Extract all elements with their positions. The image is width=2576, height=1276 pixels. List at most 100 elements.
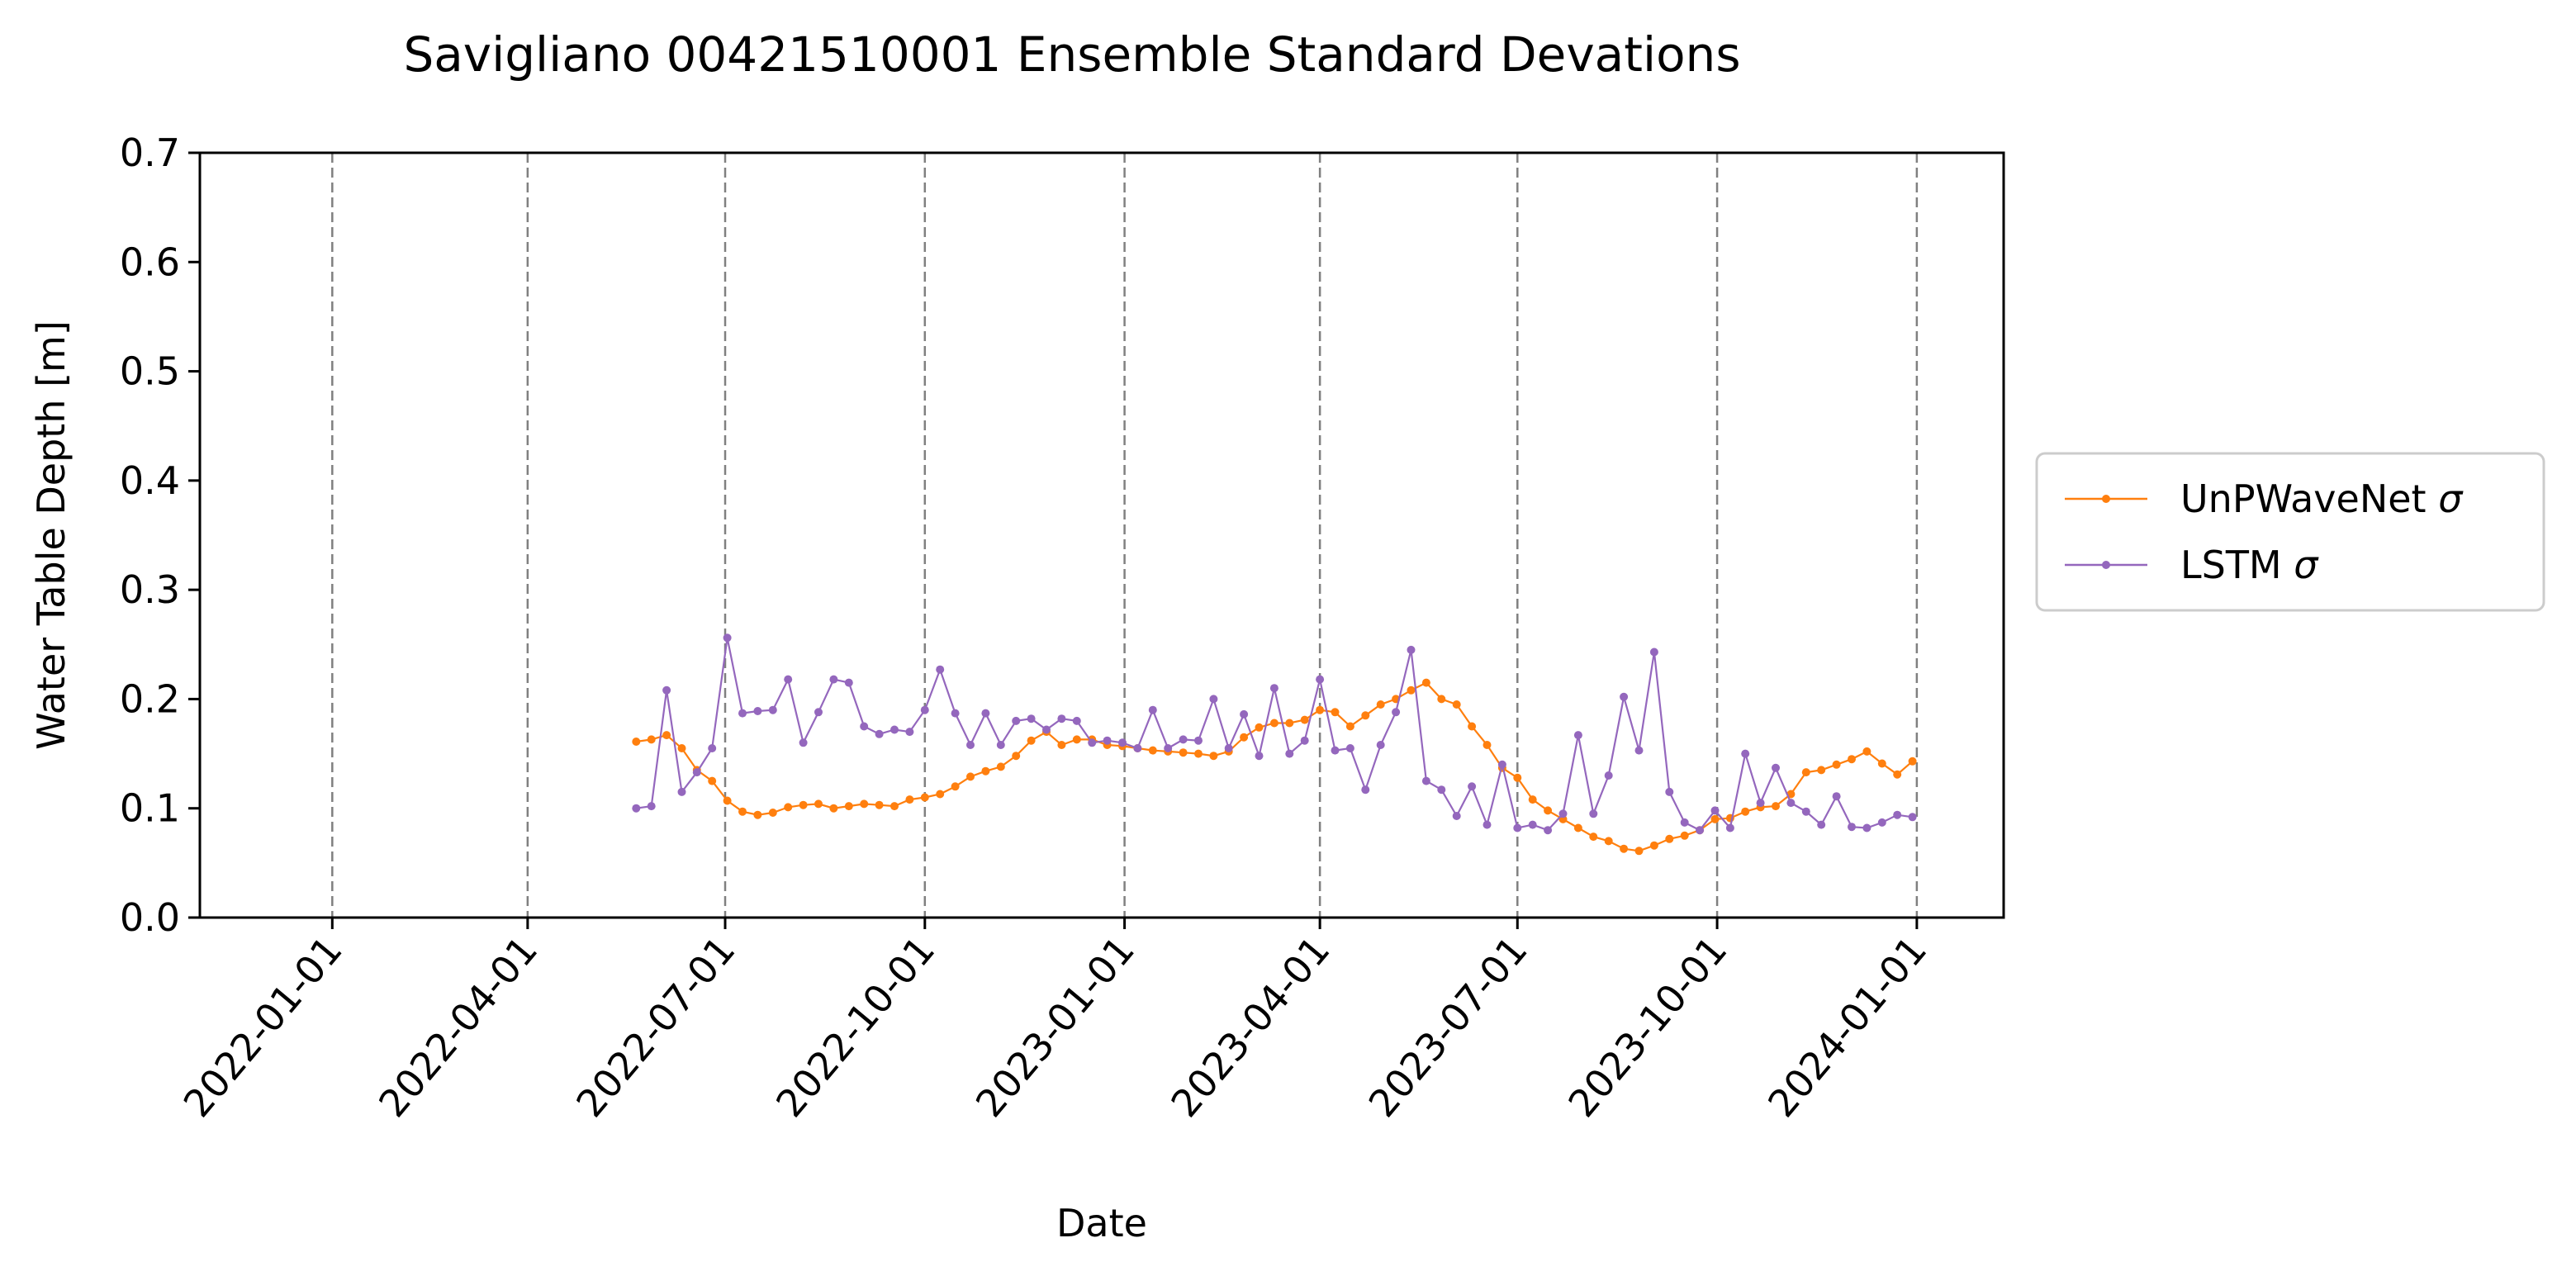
data-point-lstm [1649,647,1658,657]
data-point-lstm [1801,807,1810,816]
data-point-unpwavenet [890,802,899,811]
data-point-lstm [1893,810,1902,819]
data-point-lstm [1573,731,1582,740]
data-point-lstm [1331,746,1340,755]
data-point-lstm [1224,744,1233,752]
data-point-lstm [1072,716,1081,725]
data-point-unpwavenet [1649,841,1658,850]
data-point-unpwavenet [860,799,869,809]
data-point-lstm [1148,705,1157,714]
data-point-unpwavenet [1680,831,1689,840]
y-axis-ticks: 0.0 0.1 0.2 0.3 0.4 0.5 0.6 0.7 [120,130,200,940]
x-tick-label: 2022-04-01 [370,927,546,1126]
y-tick-label: 0.7 [120,130,180,175]
data-point-unpwavenet [1801,768,1810,777]
data-point-unpwavenet [1604,837,1613,846]
x-tick-label: 2023-07-01 [1360,927,1536,1126]
data-point-unpwavenet [936,790,945,799]
data-point-unpwavenet [1877,759,1886,768]
data-point-lstm [1421,776,1430,785]
data-point-lstm [1756,799,1765,808]
series-line-lstm [636,638,1913,832]
data-point-lstm [1786,799,1796,808]
y-tick-label: 0.6 [120,240,180,284]
data-point-lstm [1725,823,1734,832]
data-point-lstm [1634,746,1644,755]
legend-label-lstm: LSTM σ [2180,543,2319,587]
data-point-lstm [860,722,869,731]
data-point-lstm [1088,738,1097,747]
data-point-lstm [966,741,975,749]
data-point-unpwavenet [905,795,914,804]
data-point-unpwavenet [1285,719,1294,728]
data-point-unpwavenet [1331,708,1340,717]
data-point-unpwavenet [632,738,641,746]
y-tick-label: 0.3 [120,567,180,612]
data-point-unpwavenet [951,782,960,791]
series-layer [632,633,1917,856]
data-point-unpwavenet [1179,748,1188,757]
data-point-unpwavenet [1468,722,1477,731]
data-point-unpwavenet [1376,700,1385,709]
data-point-lstm [1118,738,1127,747]
data-point-unpwavenet [1012,752,1021,761]
data-point-unpwavenet [1483,741,1492,749]
data-point-unpwavenet [1209,752,1218,761]
data-point-unpwavenet [1908,757,1917,766]
legend-marker-unpwavenet [2102,495,2110,503]
data-point-unpwavenet [1255,723,1264,732]
data-point-unpwavenet [1817,766,1826,775]
series-line-unpwavenet [636,681,1914,852]
data-point-lstm [814,708,823,717]
data-point-lstm [1437,785,1446,795]
data-point-unpwavenet [1269,719,1279,728]
data-point-unpwavenet [1361,711,1370,720]
data-point-unpwavenet [1240,733,1249,742]
data-point-lstm [1772,763,1780,772]
legend: UnPWaveNet σ LSTM σ [2035,452,2545,612]
data-point-lstm [1452,812,1461,820]
data-point-unpwavenet [875,800,884,809]
data-point-unpwavenet [1620,844,1629,853]
y-axis-label: Water Table Depth [m] [29,320,74,750]
data-point-unpwavenet [1665,834,1674,843]
data-point-lstm [1877,818,1886,827]
data-point-lstm [799,738,808,747]
data-point-lstm [996,741,1005,749]
x-tick-label: 2023-04-01 [1162,927,1338,1126]
data-point-lstm [1665,787,1674,796]
data-point-unpwavenet [1832,760,1841,769]
data-point-lstm [768,705,777,714]
data-point-lstm [1392,708,1401,717]
data-point-lstm [1513,823,1522,832]
data-point-unpwavenet [814,799,823,809]
data-point-lstm [1057,714,1066,723]
data-point-unpwavenet [738,807,747,816]
data-point-lstm [1908,813,1917,822]
data-point-lstm [981,709,990,718]
data-point-unpwavenet [829,804,838,813]
data-point-lstm [951,709,960,718]
data-point-lstm [844,678,853,687]
data-point-lstm [936,665,945,674]
data-point-lstm [1497,760,1506,769]
x-tick-label: 2024-01-01 [1759,927,1935,1126]
y-tick-label: 0.5 [120,349,180,394]
data-point-unpwavenet [844,802,853,811]
data-point-unpwavenet [1345,722,1354,731]
data-point-lstm [1345,744,1354,752]
data-point-lstm [1209,695,1218,704]
legend-marker-lstm [2102,561,2110,569]
data-point-lstm [1544,826,1553,835]
data-point-unpwavenet [966,772,975,781]
data-point-unpwavenet [1848,755,1856,764]
y-tick-label: 0.0 [120,895,180,940]
data-point-lstm [1696,826,1705,835]
data-point-unpwavenet [1407,685,1416,695]
data-point-lstm [1285,749,1294,758]
data-point-unpwavenet [1027,736,1036,745]
data-point-lstm [875,729,884,738]
data-point-lstm [1300,736,1309,745]
data-point-lstm [1407,645,1416,654]
data-point-lstm [662,685,671,695]
